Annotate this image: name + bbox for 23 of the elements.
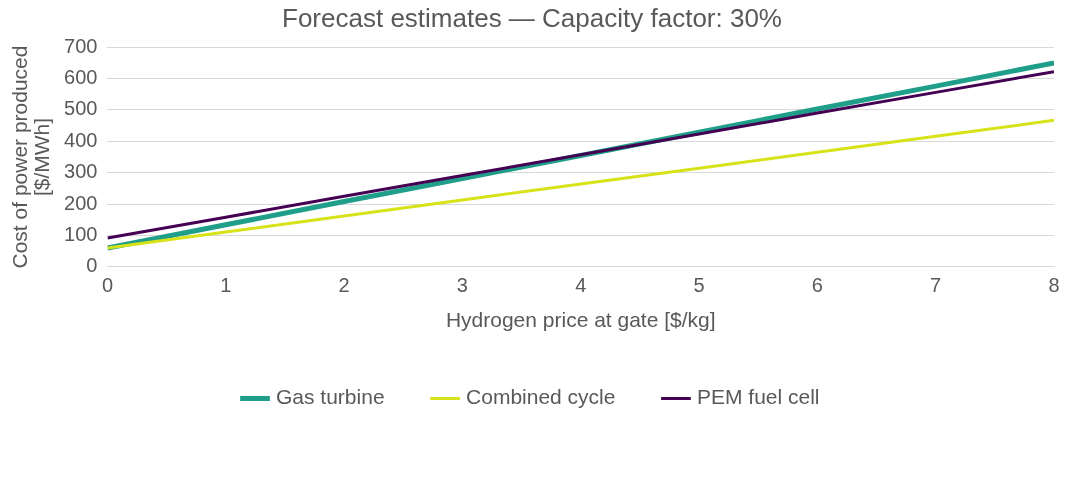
y-tick-label: 0	[86, 254, 98, 277]
x-tick-label: 6	[811, 274, 823, 297]
x-tick-label: 4	[575, 274, 587, 297]
y-tick-label: 400	[64, 128, 98, 151]
x-tick-label: 2	[338, 274, 350, 297]
x-tick-label: 7	[930, 274, 942, 297]
y-tick-label: 200	[64, 191, 98, 214]
x-tick-label: 5	[693, 274, 705, 297]
legend-label: PEM fuel cell	[696, 385, 820, 409]
y-tick-label: 300	[64, 160, 98, 183]
legend-label: Combined cycle	[466, 385, 616, 409]
x-tick-label: 3	[456, 274, 468, 297]
x-tick-label: 0	[101, 274, 114, 297]
y-tick-label: 700	[64, 34, 98, 57]
y-tick-label: 100	[64, 222, 98, 245]
x-axis-title: Hydrogen price at gate [$/kg]	[445, 308, 716, 332]
x-tick-label: 1	[220, 274, 232, 297]
y-axis-title: Cost of power produced [$/MWh]	[7, 45, 53, 269]
y-tick-label: 600	[64, 66, 98, 89]
x-tick-label: 8	[1048, 274, 1060, 297]
y-tick-label: 500	[64, 97, 98, 120]
chart-title: Forecast estimates — Capacity factor: 30%	[282, 2, 782, 33]
legend-label: Gas turbine	[276, 385, 385, 409]
